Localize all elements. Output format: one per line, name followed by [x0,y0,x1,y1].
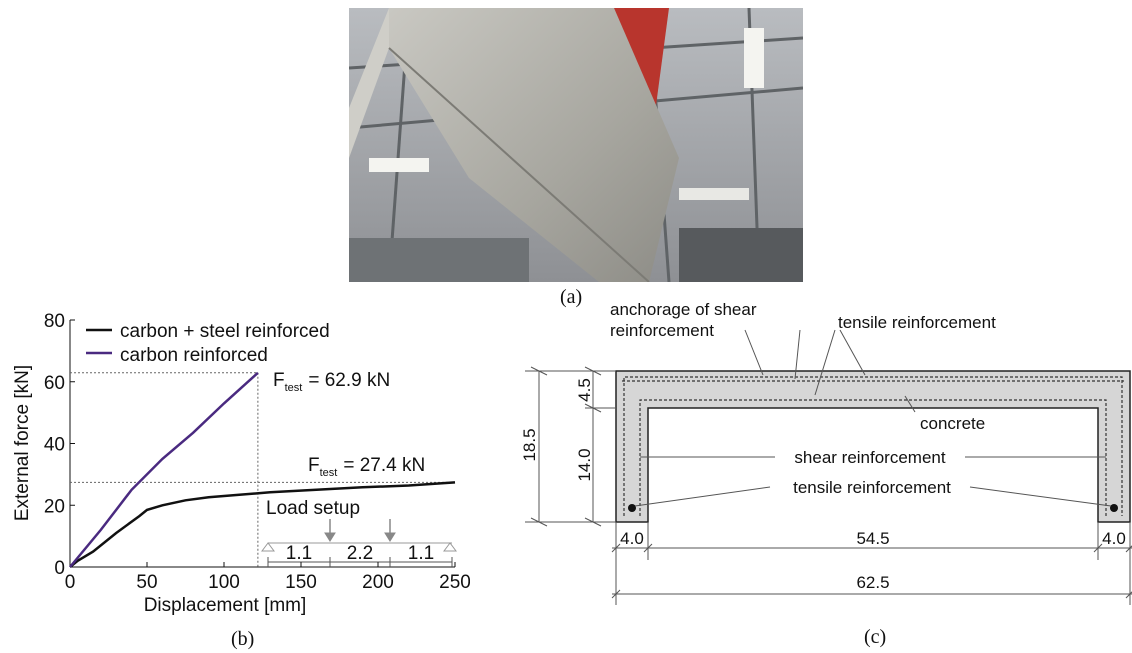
x-tick-label: 50 [136,572,157,593]
beam-photo [348,7,804,283]
ftest-annotation-2: Ftest = 27.4 kN [308,455,425,479]
load-setup-title: Load setup [266,498,360,519]
label-shear: shear reinforcement [794,448,945,467]
load-span-1: 1.1 [286,543,312,564]
label-concrete: concrete [920,414,985,433]
chart-svg: External force [kN] Displacement [mm] ca… [12,311,471,616]
label-anchorage: anchorage of shear [610,300,757,319]
series-line-0 [69,481,456,568]
dim-total-height: 18.5 [520,428,539,461]
dim-flange: 4.5 [575,378,594,402]
load-setup-diagram [261,519,457,567]
x-tick-label: 250 [439,572,470,593]
shear-reinforcement-outer [623,376,1123,516]
x-tick-label: 0 [65,572,76,593]
x-axis-label: Displacement [mm] [144,595,307,616]
dim-web-height: 14.0 [575,448,594,481]
label-tensile-bottom: tensile reinforcement [793,478,951,497]
caption-b: (b) [231,628,255,650]
vertical-dimension-lines [525,366,616,527]
cross-section-svg: anchorage of shear reinforcement tensile… [520,300,1132,605]
caption-a: (a) [560,286,583,308]
rebar-right [1110,504,1118,512]
series-line-1 [69,371,259,568]
dim-inner-width: 54.5 [856,529,889,548]
label-tensile-top: tensile reinforcement [838,313,996,332]
dim-total-width: 62.5 [856,573,889,592]
ftest-annotation-1: Ftest = 62.9 kN [273,370,390,394]
dim-left-web: 4.0 [620,529,644,548]
y-tick-label: 20 [44,496,65,517]
label-anchorage-2: reinforcement [610,321,714,340]
legend-label-carbon: carbon reinforced [120,345,268,366]
x-tick-label: 150 [285,572,317,593]
dim-right-web: 4.0 [1102,529,1126,548]
concrete-section [615,370,1131,523]
cross-section-diagram: anchorage of shear reinforcement tensile… [495,290,1132,620]
force-displacement-chart: External force [kN] Displacement [mm] ca… [0,305,471,625]
x-tick-label: 100 [208,572,240,593]
y-tick-label: 0 [54,558,65,579]
y-tick-label: 80 [44,311,65,332]
rebar-left [628,504,636,512]
legend-label-steel: carbon + steel reinforced [120,321,330,342]
caption-c: (c) [864,626,887,648]
shear-reinforcement-inner [639,399,1107,516]
beam-photo-illustration [348,7,804,283]
leader-lines [634,329,1112,507]
load-span-2: 2.2 [347,543,373,564]
y-tick-label: 60 [44,373,65,394]
y-axis-label: External force [kN] [12,365,33,521]
x-tick-label: 200 [362,572,394,593]
y-tick-label: 40 [44,435,65,456]
horizontal-dimension-lines [611,522,1132,605]
load-span-3: 1.1 [408,543,434,564]
